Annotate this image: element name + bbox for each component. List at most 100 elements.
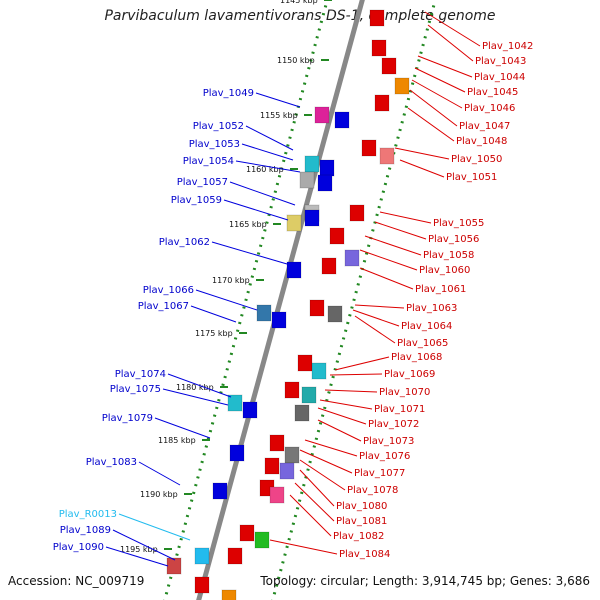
- forward-gene-glyph: [327, 305, 343, 323]
- leader-line: [414, 67, 466, 93]
- leader-line: [409, 89, 458, 127]
- forward-gene-glyph: [309, 299, 325, 317]
- gene-label-plav_1072: Plav_1072: [368, 419, 419, 430]
- gene-label-plav_1043: Plav_1043: [475, 56, 526, 67]
- reverse-gene-glyph: [286, 261, 302, 279]
- reverse-gene-glyph: [166, 557, 182, 575]
- forward-gene-glyph: [254, 531, 270, 549]
- forward-gene-glyph: [301, 386, 317, 404]
- leader-line: [162, 388, 229, 406]
- forward-gene-glyph: [379, 147, 395, 165]
- leader-line: [241, 143, 294, 161]
- reverse-gene-glyph: [299, 171, 315, 189]
- ruler-line-left: [163, 0, 329, 600]
- leader-line: [269, 539, 338, 555]
- gene-label-plav_1084: Plav_1084: [339, 549, 390, 560]
- reverse-gene-glyph: [194, 547, 210, 565]
- gene-label-plav_1067: Plav_1067: [138, 301, 189, 312]
- reverse-gene-glyph: [256, 304, 272, 322]
- leader-line: [167, 373, 232, 398]
- leader-line: [299, 459, 346, 491]
- tick-label: 1180 kbp: [176, 383, 214, 392]
- reverse-gene-glyph: [304, 155, 320, 173]
- leader-line: [255, 92, 301, 108]
- forward-gene-glyph: [221, 589, 237, 600]
- backbone-layer: [196, 0, 365, 600]
- ruler-line-right: [271, 0, 437, 600]
- leader-line: [112, 529, 176, 561]
- leader-line: [317, 419, 362, 442]
- tick-label: 1150 kbp: [277, 56, 315, 65]
- leader-line: [118, 513, 191, 541]
- gene-label-plav_1069: Plav_1069: [384, 369, 435, 380]
- map-title: Parvibaculum lavamentivorans DS-1, compl…: [104, 8, 496, 24]
- gene-label-plav_1047: Plav_1047: [459, 121, 510, 132]
- tick-label: 1155 kbp: [260, 111, 298, 120]
- gene-label-plav_1049: Plav_1049: [203, 88, 254, 99]
- gene-label-plav_1042: Plav_1042: [482, 41, 533, 52]
- leader-line: [424, 11, 481, 47]
- forward-gene-glyph: [344, 249, 360, 267]
- gene-label-plav_1075: Plav_1075: [110, 384, 161, 395]
- tick-label: 1145 kbp: [280, 0, 318, 5]
- leader-line: [354, 304, 405, 309]
- tick-label: 1195 kbp: [120, 545, 158, 554]
- leader-line: [334, 356, 390, 371]
- leader-line: [211, 241, 288, 265]
- forward-gene-glyph: [227, 547, 243, 565]
- gene-label-plav_1062: Plav_1062: [159, 237, 210, 248]
- gene-label-plav_1073: Plav_1073: [363, 436, 414, 447]
- reverse-gene-glyph: [334, 111, 350, 129]
- tick-label: 1165 kbp: [229, 220, 267, 229]
- forward-gene-glyph: [371, 39, 387, 57]
- leader-line: [229, 181, 296, 206]
- leader-line: [411, 79, 463, 109]
- gene-label-plav_1050: Plav_1050: [451, 154, 502, 165]
- reverse-gene-glyph: [271, 311, 287, 329]
- leader-line: [359, 249, 418, 271]
- leader-line: [138, 461, 181, 486]
- gene-label-plav_1065: Plav_1065: [397, 338, 448, 349]
- gene-label-plav_1057: Plav_1057: [177, 177, 228, 188]
- leader-line: [359, 267, 414, 290]
- gene-label-plav_1079: Plav_1079: [102, 413, 153, 424]
- gene-label-plav_1083: Plav_1083: [86, 457, 137, 468]
- leader-line: [379, 211, 432, 224]
- gene-label-plav_r0013: Plav_R0013: [59, 509, 117, 520]
- reverse-gene-glyph: [317, 174, 333, 192]
- gene-label-plav_1055: Plav_1055: [433, 218, 484, 229]
- gene-label-plav_1077: Plav_1077: [354, 468, 405, 479]
- leader-line: [329, 373, 383, 376]
- leader-line: [190, 305, 237, 323]
- forward-gene-glyph: [279, 462, 295, 480]
- leader-line: [407, 107, 455, 142]
- leader-line: [304, 439, 358, 457]
- forward-gene-glyph: [374, 94, 390, 112]
- tick-label: 1190 kbp: [140, 490, 178, 499]
- forward-gene-glyph: [239, 524, 255, 542]
- forward-gene-glyph: [269, 434, 285, 452]
- forward-gene-glyph: [284, 381, 300, 399]
- gene-label-plav_1071: Plav_1071: [374, 404, 425, 415]
- forward-gene-glyph: [394, 77, 410, 95]
- gene-label-plav_1056: Plav_1056: [428, 234, 479, 245]
- gene-label-plav_1053: Plav_1053: [189, 139, 240, 150]
- leader-line: [223, 199, 289, 221]
- leader-line: [299, 449, 353, 474]
- forward-gene-glyph: [194, 576, 210, 594]
- gene-label-plav_1044: Plav_1044: [474, 72, 525, 83]
- leader-line: [324, 389, 378, 393]
- forward-gene-glyph: [329, 227, 345, 245]
- topology-text: Topology: circular; Length: 3,914,745 bp…: [260, 574, 590, 588]
- gene-label-plav_1089: Plav_1089: [60, 525, 111, 536]
- gene-label-plav_1068: Plav_1068: [391, 352, 442, 363]
- forward-gene-glyph: [349, 204, 365, 222]
- gene-label-plav_1045: Plav_1045: [467, 87, 518, 98]
- reverse-gene-glyph: [229, 444, 245, 462]
- reverse-gene-glyph: [212, 482, 228, 500]
- gene-label-plav_1054: Plav_1054: [183, 156, 234, 167]
- leader-line: [289, 494, 332, 537]
- leader-line: [427, 24, 474, 62]
- gene-label-plav_1063: Plav_1063: [406, 303, 457, 314]
- gene-label-plav_1064: Plav_1064: [401, 321, 452, 332]
